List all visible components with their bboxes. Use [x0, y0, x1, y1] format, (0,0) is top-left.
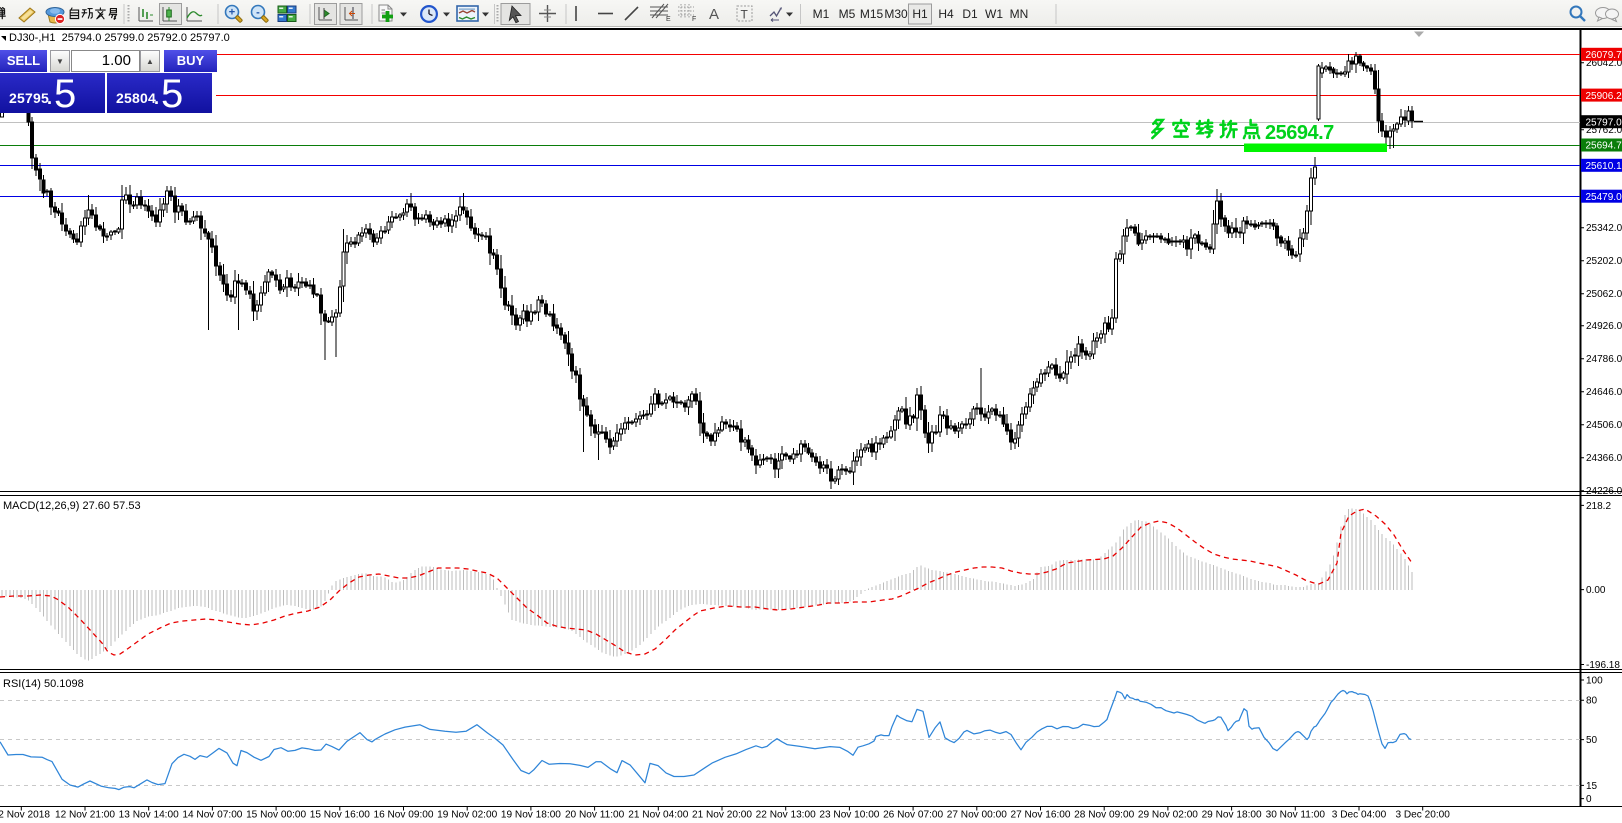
svg-text:A: A: [709, 6, 719, 23]
svg-text:3 Dec 20:00: 3 Dec 20:00: [1395, 810, 1450, 821]
svg-text:F: F: [692, 16, 696, 23]
svg-text:218.2: 218.2: [1586, 501, 1611, 512]
svg-text:0.00: 0.00: [1586, 585, 1606, 596]
svg-text:H4: H4: [938, 7, 954, 21]
svg-text:-196.18: -196.18: [1586, 660, 1620, 671]
svg-text:MN: MN: [1010, 7, 1029, 21]
svg-text:25342.0: 25342.0: [1586, 223, 1622, 234]
svg-text:24506.0: 24506.0: [1586, 420, 1622, 431]
svg-text:25906.2: 25906.2: [1586, 91, 1622, 102]
svg-text:26 Nov 07:00: 26 Nov 07:00: [883, 810, 943, 821]
svg-text:+: +: [229, 6, 235, 18]
svg-text:25797.0: 25797.0: [1586, 117, 1622, 128]
svg-text:25062.0: 25062.0: [1586, 289, 1622, 300]
svg-text:M5: M5: [839, 7, 856, 21]
svg-text:23 Nov 10:00: 23 Nov 10:00: [819, 810, 879, 821]
svg-text:W1: W1: [985, 7, 1003, 21]
svg-text:19 Nov 02:00: 19 Nov 02:00: [437, 810, 497, 821]
svg-text:25202.0: 25202.0: [1586, 256, 1622, 267]
svg-text:24646.0: 24646.0: [1586, 387, 1622, 398]
svg-text:12 Nov 2018: 12 Nov 2018: [0, 810, 50, 821]
svg-text:25610.1: 25610.1: [1586, 161, 1622, 172]
svg-text:24926.0: 24926.0: [1586, 321, 1622, 332]
svg-text:RSI(14) 50.1098: RSI(14) 50.1098: [3, 678, 84, 690]
svg-text:12 Nov 21:00: 12 Nov 21:00: [55, 810, 115, 821]
svg-text:13 Nov 14:00: 13 Nov 14:00: [119, 810, 179, 821]
svg-text:25694.7: 25694.7: [1586, 141, 1622, 152]
svg-text:26079.7: 26079.7: [1586, 50, 1622, 61]
svg-text:M30: M30: [884, 7, 908, 21]
svg-text:25762.0: 25762.0: [1586, 125, 1622, 136]
svg-text:14 Nov 07:00: 14 Nov 07:00: [182, 810, 242, 821]
svg-text:26042.0: 26042.0: [1586, 58, 1622, 69]
svg-text:22 Nov 13:00: 22 Nov 13:00: [756, 810, 816, 821]
svg-text:T: T: [741, 8, 749, 22]
svg-text:D1: D1: [962, 7, 978, 21]
svg-text:3 Dec 04:00: 3 Dec 04:00: [1332, 810, 1387, 821]
svg-text:27 Nov 00:00: 27 Nov 00:00: [947, 810, 1007, 821]
svg-text:24366.0: 24366.0: [1586, 453, 1622, 464]
svg-text:30 Nov 11:00: 30 Nov 11:00: [1266, 810, 1326, 821]
svg-text:27 Nov 16:00: 27 Nov 16:00: [1010, 810, 1070, 821]
svg-text:16 Nov 09:00: 16 Nov 09:00: [373, 810, 433, 821]
svg-text:80: 80: [1586, 696, 1598, 707]
svg-text:24226.0: 24226.0: [1586, 486, 1622, 497]
svg-text:15 Nov 16:00: 15 Nov 16:00: [310, 810, 370, 821]
svg-text:25479.0: 25479.0: [1586, 192, 1622, 203]
svg-text:0: 0: [1586, 794, 1592, 805]
svg-text:29 Nov 02:00: 29 Nov 02:00: [1138, 810, 1198, 821]
svg-text:M1: M1: [813, 7, 830, 21]
svg-text:28 Nov 09:00: 28 Nov 09:00: [1074, 810, 1134, 821]
svg-text:M15: M15: [860, 7, 884, 21]
svg-text:24786.0: 24786.0: [1586, 354, 1622, 365]
svg-text:29 Nov 18:00: 29 Nov 18:00: [1202, 810, 1262, 821]
svg-text:MACD(12,26,9) 27.60 57.53: MACD(12,26,9) 27.60 57.53: [3, 500, 141, 512]
svg-text:21 Nov 04:00: 21 Nov 04:00: [628, 810, 688, 821]
svg-text:19 Nov 18:00: 19 Nov 18:00: [501, 810, 561, 821]
svg-text:15: 15: [1586, 781, 1598, 792]
svg-text:-: -: [256, 6, 260, 18]
svg-text:DJ30-,H1 25794.0 25799.0 2579: DJ30-,H1 25794.0 25799.0 25792.0 25797.0: [9, 32, 230, 44]
svg-text:20 Nov 11:00: 20 Nov 11:00: [565, 810, 625, 821]
svg-text:H1: H1: [912, 7, 928, 21]
svg-text:100: 100: [1586, 676, 1603, 687]
svg-text:15 Nov 00:00: 15 Nov 00:00: [246, 810, 306, 821]
svg-text:E: E: [666, 16, 671, 23]
svg-text:25694.7: 25694.7: [1265, 122, 1334, 144]
svg-text:50: 50: [1586, 735, 1598, 746]
svg-text:21 Nov 20:00: 21 Nov 20:00: [692, 810, 752, 821]
